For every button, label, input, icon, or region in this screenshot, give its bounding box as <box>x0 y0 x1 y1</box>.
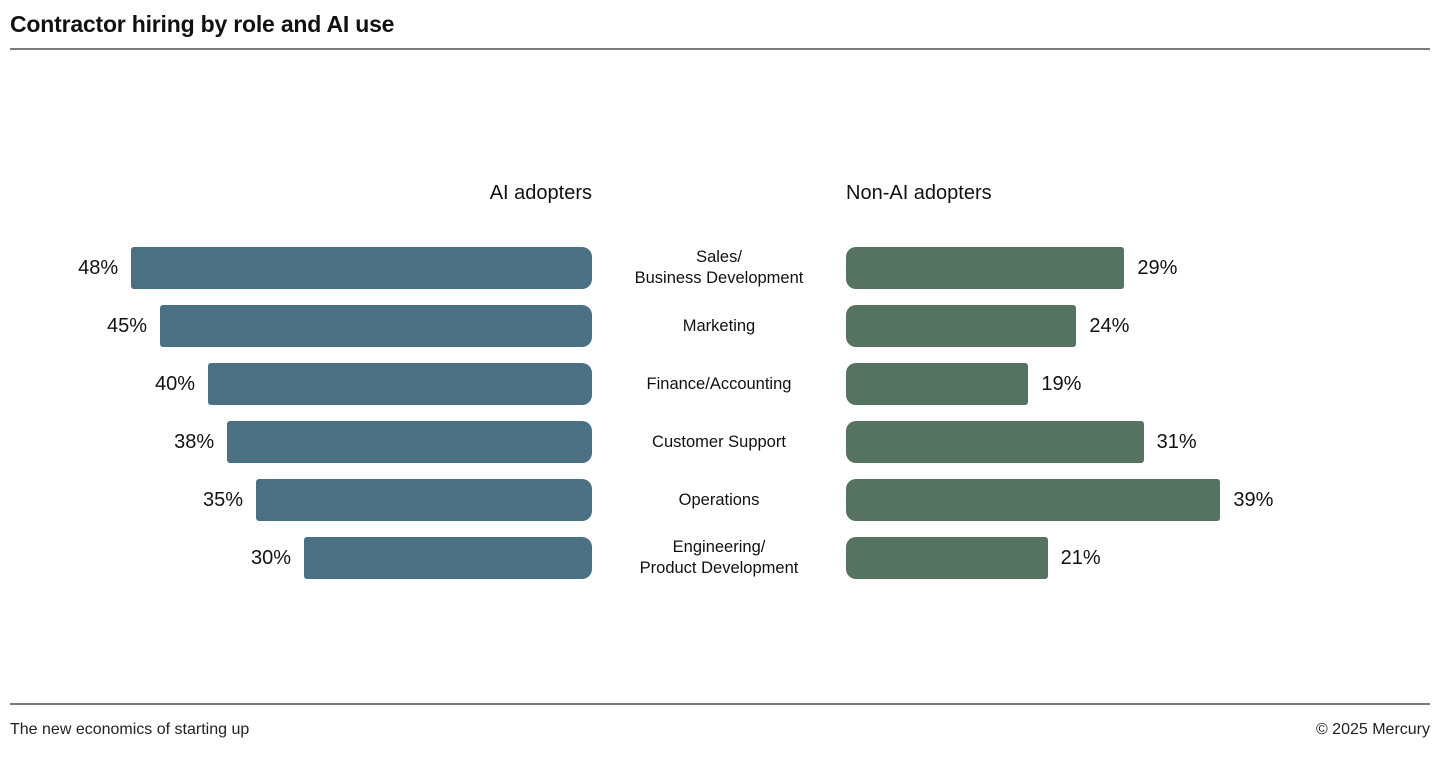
non-ai-adopters-bar <box>846 363 1029 405</box>
footer-copyright: © 2025 Mercury <box>1315 721 1430 738</box>
page-title: Contractor hiring by role and AI use <box>10 11 395 37</box>
ai-adopters-value-label: 30% <box>250 546 291 569</box>
ai-adopters-bar <box>160 305 592 347</box>
ai-adopters-bar <box>256 479 592 521</box>
non-ai-adopters-value-label: 29% <box>1137 256 1178 279</box>
chart-rows: 48% Sales/ Business Development 29% 45% Mark… <box>0 239 1440 587</box>
chart-row: 40% Finance/Accounting 19% <box>0 355 1440 413</box>
category-label: Sales/ Business Development <box>634 248 804 287</box>
non-ai-adopters-value-label: 21% <box>1060 546 1101 569</box>
chart-row: 30% Engineering/ Product Development 21% <box>0 529 1440 587</box>
category-label: Finance/Accounting <box>646 374 792 393</box>
footer-divider <box>10 703 1430 705</box>
category-label: Marketing <box>682 316 756 335</box>
chart-row: 45% Marketing 24% <box>0 297 1440 355</box>
non-ai-adopters-value-label: 24% <box>1089 314 1130 337</box>
ai-adopters-value-label: 45% <box>106 314 147 337</box>
ai-adopters-value-label: 35% <box>202 488 243 511</box>
non-ai-adopters-value-label: 31% <box>1156 430 1197 453</box>
non-ai-adopters-bar <box>846 247 1125 289</box>
non-ai-adopters-bar <box>846 305 1077 347</box>
ai-adopters-bar <box>227 421 592 463</box>
non-ai-adopters-header: Non-AI adopters <box>846 182 992 204</box>
title-divider <box>10 48 1430 50</box>
ai-adopters-header: AI adopters <box>489 182 592 204</box>
non-ai-adopters-value-label: 19% <box>1041 372 1082 395</box>
chart-row: 48% Sales/ Business Development 29% <box>0 239 1440 297</box>
ai-adopters-bar <box>131 247 592 289</box>
ai-adopters-bar <box>208 363 592 405</box>
non-ai-adopters-bar <box>846 421 1144 463</box>
non-ai-adopters-bar <box>846 537 1048 579</box>
chart-row: 38% Customer Support 31% <box>0 413 1440 471</box>
category-label: Engineering/ Product Development <box>639 538 799 577</box>
ai-adopters-value-label: 40% <box>154 372 195 395</box>
chart-row: 35% Operations 39% <box>0 471 1440 529</box>
category-label: Operations <box>678 490 760 509</box>
ai-adopters-value-label: 38% <box>174 430 215 453</box>
ai-adopters-value-label: 48% <box>78 256 119 279</box>
category-label: Customer Support <box>652 432 786 451</box>
non-ai-adopters-bar <box>846 479 1221 521</box>
ai-adopters-bar <box>304 537 592 579</box>
footer-tagline: The new economics of starting up <box>10 721 250 738</box>
non-ai-adopters-value-label: 39% <box>1233 488 1274 511</box>
